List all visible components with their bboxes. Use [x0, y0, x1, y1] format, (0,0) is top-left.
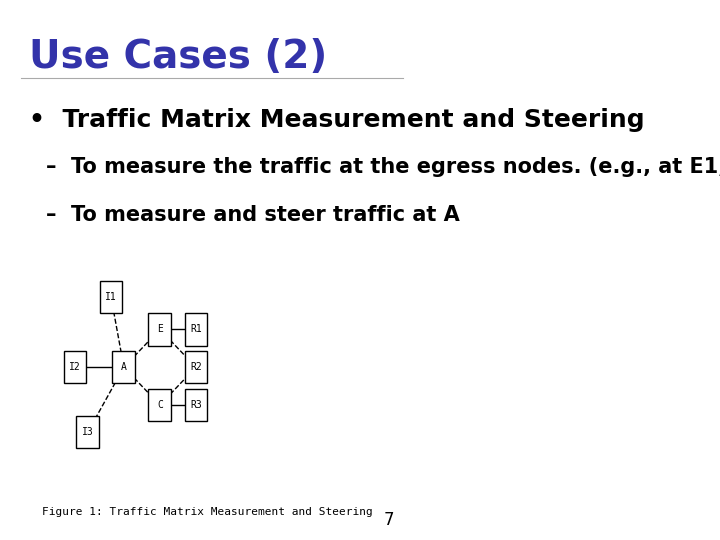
FancyBboxPatch shape [63, 351, 86, 383]
Text: Use Cases (2): Use Cases (2) [29, 38, 328, 76]
Text: E: E [157, 325, 163, 334]
Text: R1: R1 [190, 325, 202, 334]
FancyBboxPatch shape [148, 389, 171, 421]
Text: –  To measure the traffic at the egress nodes. (e.g., at E1, E2, or E3): – To measure the traffic at the egress n… [45, 157, 720, 177]
FancyBboxPatch shape [184, 389, 207, 421]
FancyBboxPatch shape [99, 281, 122, 313]
Text: A: A [121, 362, 127, 372]
Text: 7: 7 [384, 511, 395, 529]
Text: I1: I1 [105, 292, 117, 302]
Text: –  To measure and steer traffic at A: – To measure and steer traffic at A [45, 205, 459, 225]
Text: R2: R2 [190, 362, 202, 372]
Text: Figure 1: Traffic Matrix Measurement and Steering: Figure 1: Traffic Matrix Measurement and… [42, 507, 372, 517]
Text: I3: I3 [82, 427, 94, 437]
FancyBboxPatch shape [148, 313, 171, 346]
FancyBboxPatch shape [184, 313, 207, 346]
Text: I2: I2 [69, 362, 81, 372]
FancyBboxPatch shape [112, 351, 135, 383]
FancyBboxPatch shape [76, 416, 99, 448]
Text: C: C [157, 400, 163, 410]
FancyBboxPatch shape [184, 351, 207, 383]
Text: R3: R3 [190, 400, 202, 410]
Text: •  Traffic Matrix Measurement and Steering: • Traffic Matrix Measurement and Steerin… [29, 108, 644, 132]
